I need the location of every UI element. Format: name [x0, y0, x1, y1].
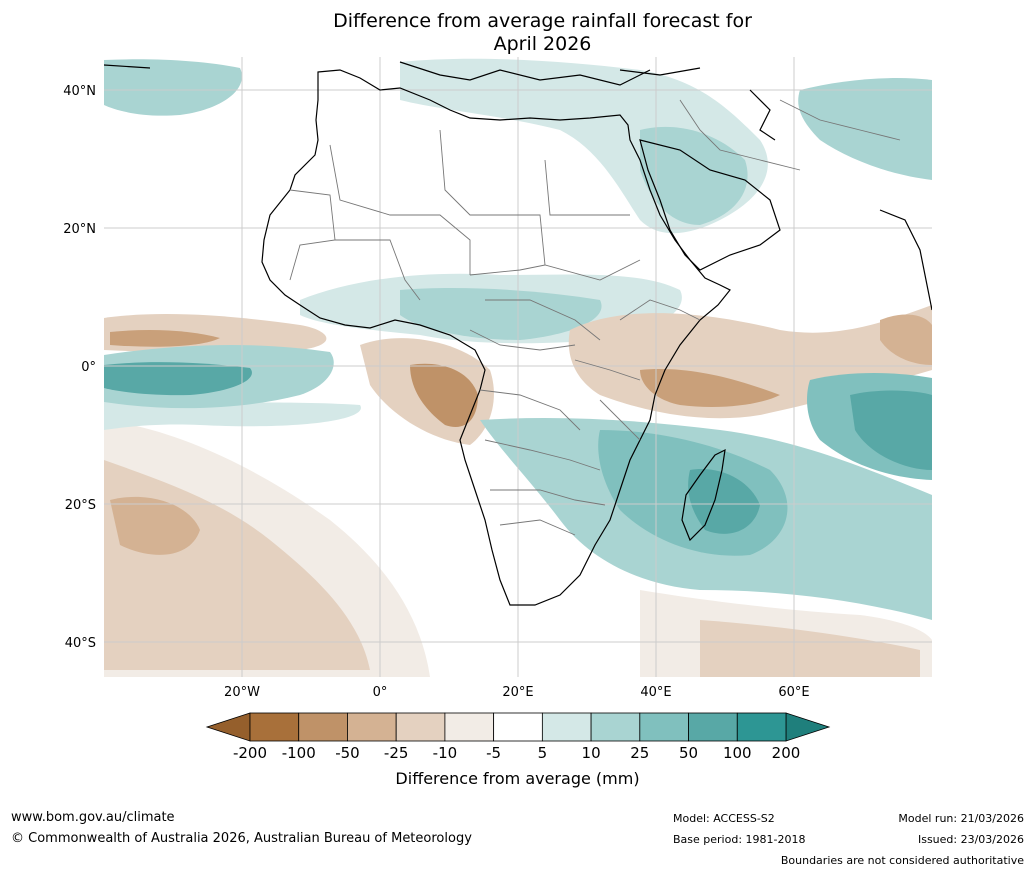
colorbar-over-triangle [785, 712, 831, 742]
south-indian-dry-core [700, 620, 920, 677]
longitude-labels: 20°W 0° 20°E 40°E 60°E [224, 685, 810, 700]
lat-label-20n: 20°N [63, 222, 96, 237]
lat-label-40n: 40°N [63, 84, 96, 99]
lat-label-40s: 40°S [65, 636, 96, 651]
iran-wet-region [798, 78, 932, 180]
madagascar-coastline [681, 448, 726, 542]
lon-label-40e: 40°E [640, 685, 671, 700]
footer-disclaimer: Boundaries are not considered authoritat… [780, 854, 1024, 867]
footer-url[interactable]: www.bom.gov.au/climate [11, 810, 175, 825]
colorbar-tick-label: 10 [581, 744, 601, 762]
central-africa-wet-core [400, 288, 602, 340]
arabia-wet-core [640, 126, 748, 225]
arabian-sea-dry-core [880, 314, 932, 365]
colorbar-title: Difference from average (mm) [395, 769, 640, 788]
congo-dry-core [410, 363, 478, 427]
footer-base-period: Base period: 1981-2018 [673, 833, 806, 846]
latitude-labels: 40°N 20°N 0° 20°S 40°S [63, 84, 96, 651]
colorbar-swatch [736, 712, 787, 742]
north-atlantic-wet-region [104, 59, 242, 116]
east-africa-dry-core [640, 369, 780, 407]
lon-label-0: 0° [373, 685, 388, 700]
lon-label-20e: 20°E [502, 685, 533, 700]
eq-atlantic-wet-core [104, 362, 252, 396]
europe-coastline [104, 61, 651, 86]
colorbar-swatch [298, 712, 348, 742]
colorbar-tick-label: 100 [722, 744, 752, 762]
colorbar-swatch [249, 712, 300, 742]
colorbar-tick-label: 200 [771, 744, 801, 762]
india-coastline [879, 209, 932, 311]
colorbar-swatch [590, 712, 641, 742]
graticule [104, 57, 932, 677]
colorbar-tick-label: 50 [678, 744, 699, 762]
colorbar-tick-label: -10 [432, 744, 458, 762]
map-title: Difference from average rainfall forecas… [0, 10, 1035, 56]
south-atlantic-wet-region [104, 383, 361, 430]
black-sea-caspian [619, 67, 776, 141]
arabia-coastline [639, 139, 781, 271]
title-line-2: April 2026 [493, 33, 592, 55]
footer-model: Model: ACCESS-S2 [673, 812, 775, 825]
rainfall-anomaly-field [104, 57, 932, 677]
lat-label-0: 0° [81, 360, 96, 375]
colorbar-tick-label: 5 [537, 744, 548, 762]
footer-model-run: Model run: 21/03/2026 [898, 812, 1024, 825]
colorbar-swatch [493, 712, 543, 742]
sw-atlantic-patch [110, 496, 200, 555]
eq-atlantic-dry-core [110, 330, 220, 347]
colorbar-swatch [541, 712, 592, 742]
colorbar-tick-label: -100 [281, 744, 316, 762]
title-line-1: Difference from average rainfall forecas… [333, 10, 752, 32]
colorbar-tick-label: -25 [383, 744, 409, 762]
africa-coastline [261, 69, 731, 606]
lon-label-20w: 20°W [224, 685, 260, 700]
colorbar-tick-label: 25 [630, 744, 650, 762]
colorbar-swatch [395, 712, 446, 742]
coastlines [104, 61, 932, 606]
colorbar-tick-label: -50 [335, 744, 360, 762]
colorbar-swatch [639, 712, 689, 742]
footer-copyright: © Commonwealth of Australia 2026, Austra… [11, 831, 472, 846]
colorbar [205, 712, 831, 742]
colorbar-under-triangle [205, 712, 251, 742]
colorbar-swatch [688, 712, 738, 742]
indian-ocean-wet-core [850, 390, 932, 470]
colorbar-swatch [444, 712, 495, 742]
footer-issued: Issued: 23/03/2026 [917, 833, 1024, 846]
colorbar-swatch [347, 712, 397, 742]
lat-label-20s: 20°S [65, 498, 96, 513]
colorbar-tick-label: -5 [486, 744, 502, 762]
colorbar-tick-label: -200 [232, 744, 268, 762]
country-borders [289, 99, 901, 536]
lon-label-60e: 60°E [778, 685, 809, 700]
madagascar-wet-core [688, 469, 760, 534]
